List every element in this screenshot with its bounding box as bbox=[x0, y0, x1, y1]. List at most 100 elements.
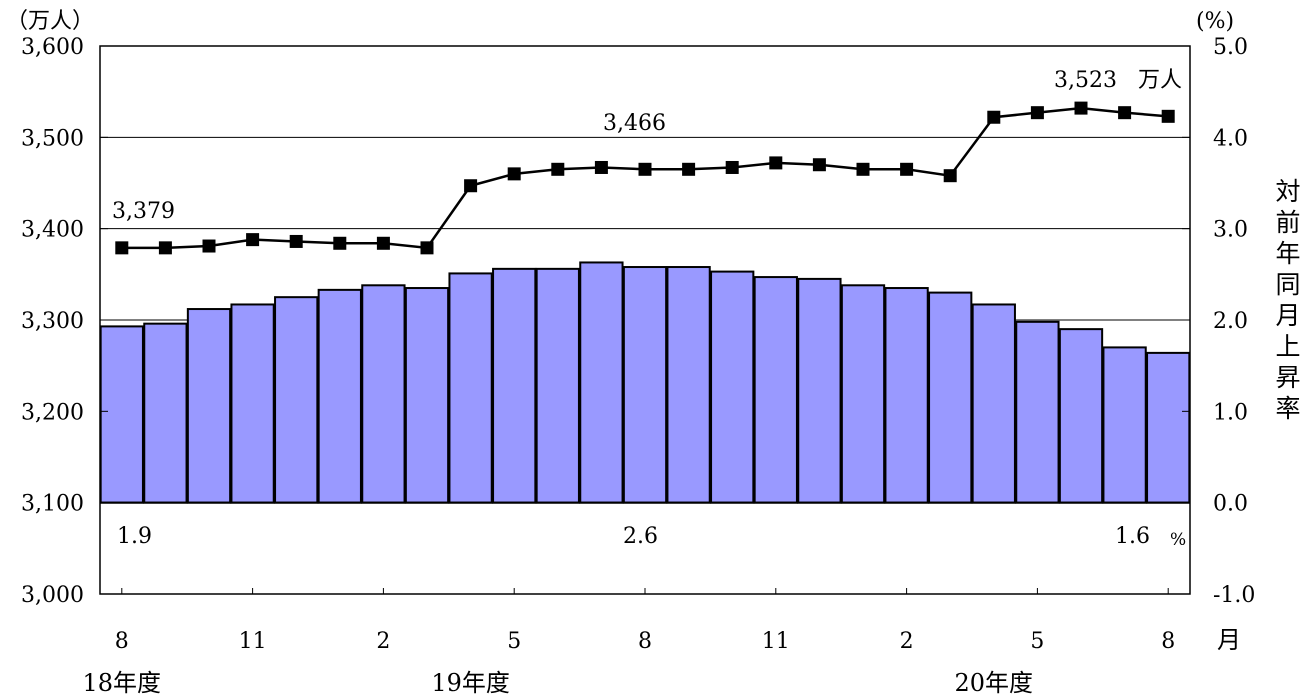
right-tick-label: 0.0 bbox=[1213, 492, 1248, 517]
bar bbox=[317, 288, 362, 504]
right-axis-title-char: 対 bbox=[1275, 177, 1300, 206]
x-tick-label: 5 bbox=[507, 629, 521, 654]
bar bbox=[579, 261, 624, 504]
line-marker bbox=[943, 169, 957, 183]
right-axis-title-char: 上 bbox=[1275, 332, 1300, 361]
fiscal-year-label: 20年度 bbox=[955, 669, 1034, 697]
bar-series bbox=[99, 261, 1191, 504]
right-axis-title-char: 昇 bbox=[1275, 363, 1300, 392]
line-marker bbox=[1161, 109, 1175, 123]
line-marker bbox=[333, 236, 347, 250]
bar bbox=[535, 267, 580, 504]
left-tick-label: 3,200 bbox=[21, 400, 84, 425]
line-marker bbox=[464, 179, 478, 193]
bar bbox=[1102, 346, 1147, 504]
line-marker bbox=[1030, 106, 1044, 120]
bar bbox=[230, 303, 275, 504]
bar bbox=[928, 291, 973, 504]
bar bbox=[1015, 320, 1060, 504]
bar bbox=[840, 284, 886, 504]
line-last-value-label: 3,523 bbox=[1054, 68, 1117, 93]
line-last-unit-label: 万人 bbox=[1138, 68, 1182, 93]
line-marker bbox=[769, 156, 783, 170]
right-tick-label: 4.0 bbox=[1213, 126, 1248, 151]
left-tick-label: 3,400 bbox=[21, 218, 84, 243]
right-axis-unit-label: (%) bbox=[1196, 9, 1234, 34]
line-series bbox=[115, 101, 1175, 255]
line-marker bbox=[202, 239, 216, 253]
right-axis-title-char: 同 bbox=[1275, 270, 1300, 299]
fiscal-year-label: 19年度 bbox=[431, 669, 510, 697]
bar bbox=[797, 277, 842, 504]
bar bbox=[622, 266, 668, 504]
bar bbox=[361, 284, 406, 504]
line-marker bbox=[551, 162, 565, 176]
line-marker bbox=[289, 234, 303, 248]
axis-ticks bbox=[100, 45, 1190, 595]
line-marker bbox=[987, 110, 1001, 124]
x-tick-label: 2 bbox=[900, 629, 914, 654]
line-marker bbox=[376, 236, 390, 250]
right-axis-title-char: 月 bbox=[1275, 301, 1300, 330]
bar bbox=[448, 272, 493, 504]
line-marker bbox=[115, 241, 129, 255]
line-marker bbox=[246, 233, 260, 247]
line-marker bbox=[158, 241, 172, 255]
bar bbox=[884, 287, 929, 504]
line-marker bbox=[1074, 101, 1088, 115]
bar bbox=[186, 308, 232, 504]
right-axis-title-char: 率 bbox=[1275, 394, 1300, 423]
line-marker bbox=[594, 160, 608, 174]
left-tick-label: 3,500 bbox=[21, 126, 84, 151]
bar-mid-value-label: 2.6 bbox=[623, 524, 658, 549]
right-tick-label: 5.0 bbox=[1213, 35, 1248, 60]
x-tick-label: 5 bbox=[1030, 629, 1044, 654]
bar bbox=[1146, 351, 1191, 504]
right-axis-title-char: 年 bbox=[1275, 239, 1300, 268]
bar bbox=[274, 296, 319, 504]
line-marker bbox=[725, 160, 739, 174]
x-tick-label: 11 bbox=[762, 629, 790, 654]
right-axis-title-char: 前 bbox=[1275, 208, 1300, 237]
right-tick-label: 1.0 bbox=[1213, 400, 1248, 425]
bar bbox=[143, 322, 188, 504]
line-marker bbox=[900, 162, 914, 176]
bar-last-unit-label: % bbox=[1170, 530, 1186, 550]
left-tick-label: 3,600 bbox=[21, 35, 84, 60]
right-tick-label: 2.0 bbox=[1213, 309, 1248, 334]
line-marker bbox=[1118, 106, 1132, 120]
line-mid-value-label: 3,466 bbox=[603, 111, 666, 136]
x-tick-label: 8 bbox=[1161, 629, 1175, 654]
left-tick-label: 3,300 bbox=[21, 309, 84, 334]
bar-last-value-label: 1.6 bbox=[1115, 524, 1150, 549]
bar bbox=[99, 325, 144, 504]
bar bbox=[710, 270, 755, 504]
axis-labels: 3,000 3,100 3,200 3,300 3,400 3,500 3,600 -1.0 0… bbox=[21, 35, 1300, 697]
left-tick-label: 3,100 bbox=[21, 492, 84, 517]
bar bbox=[492, 267, 537, 504]
x-tick-label: 8 bbox=[115, 629, 129, 654]
bar bbox=[753, 276, 798, 504]
left-tick-label: 3,000 bbox=[21, 583, 84, 608]
bar bbox=[404, 287, 450, 504]
fiscal-year-label: 18年度 bbox=[83, 669, 162, 697]
line-first-value-label: 3,379 bbox=[112, 199, 175, 224]
right-tick-label: -1.0 bbox=[1213, 583, 1255, 608]
x-tick-label: 8 bbox=[638, 629, 652, 654]
bar bbox=[1058, 328, 1104, 504]
right-tick-label: 3.0 bbox=[1213, 218, 1248, 243]
bar bbox=[971, 303, 1016, 504]
x-tick-label: 11 bbox=[239, 629, 267, 654]
line-marker bbox=[856, 162, 870, 176]
line-marker bbox=[812, 158, 826, 172]
line-marker bbox=[682, 162, 696, 176]
bar-first-value-label: 1.9 bbox=[117, 524, 152, 549]
left-axis-unit-label: （万人） bbox=[6, 9, 94, 34]
bar bbox=[666, 266, 711, 504]
x-tick-label: 2 bbox=[376, 629, 390, 654]
line-marker bbox=[638, 162, 652, 176]
line-marker bbox=[507, 167, 521, 181]
x-unit-label: 月 bbox=[1217, 626, 1241, 654]
line-marker bbox=[420, 241, 434, 255]
